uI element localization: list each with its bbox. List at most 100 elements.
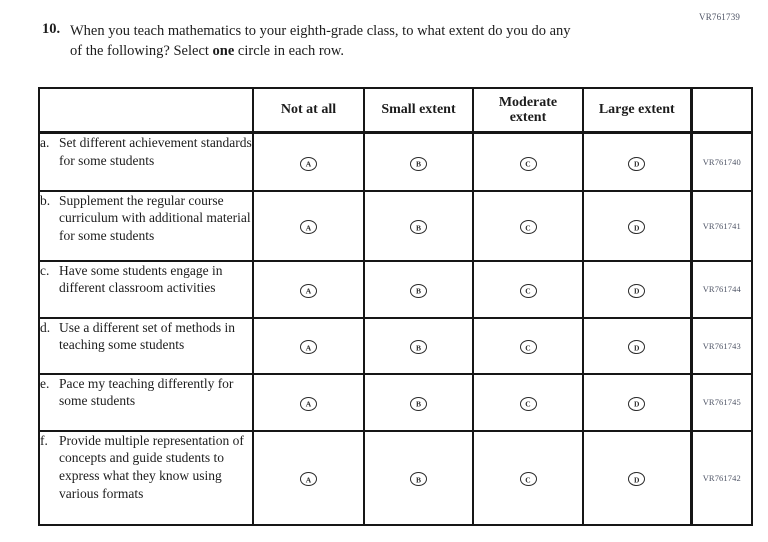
answer-bubble-a-large-extent[interactable]: D bbox=[628, 156, 646, 171]
bubble-letter: A bbox=[305, 475, 312, 484]
table-row-a: a. Set different achievement standards f… bbox=[38, 131, 753, 192]
cell-c-not-at-all: A bbox=[252, 259, 365, 319]
question-number: 10. bbox=[42, 21, 61, 37]
cell-f-moderate-extent: C bbox=[472, 429, 584, 526]
answer-bubble-c-moderate-extent[interactable]: C bbox=[519, 283, 537, 298]
question-block: 10. When you teach mathematics to your e… bbox=[42, 21, 732, 62]
row-label: f. Provide multiple representation of co… bbox=[38, 429, 254, 526]
question-line-2-pre: of the following? Select bbox=[70, 43, 213, 60]
bubble-letter: B bbox=[415, 343, 421, 352]
cell-a-not-at-all: A bbox=[252, 131, 365, 192]
cell-c-small-extent: B bbox=[363, 259, 474, 319]
cell-e-large-extent: D bbox=[582, 372, 692, 432]
row-text: Supplement the regular course curriculum… bbox=[59, 192, 251, 244]
cell-e-small-extent: B bbox=[363, 372, 474, 432]
row-label: c. Have some students engage in differen… bbox=[38, 259, 254, 319]
answer-bubble-e-not-at-all[interactable]: A bbox=[300, 396, 317, 411]
bubble-letter: D bbox=[634, 399, 640, 409]
row-code: VR761742 bbox=[689, 429, 753, 526]
cell-d-moderate-extent: C bbox=[472, 316, 584, 375]
question-line-2-post: circle in each row. bbox=[234, 43, 345, 60]
row-text: Provide multiple representation of conce… bbox=[59, 432, 244, 501]
bubble-letter: B bbox=[415, 475, 421, 484]
answer-bubble-e-large-extent[interactable]: D bbox=[628, 396, 646, 411]
answer-bubble-d-moderate-extent[interactable]: C bbox=[519, 340, 537, 355]
bubble-letter: A bbox=[305, 159, 312, 169]
cell-b-moderate-extent: C bbox=[472, 189, 584, 262]
answer-bubble-c-not-at-all[interactable]: A bbox=[300, 283, 317, 298]
table-row-c: c. Have some students engage in differen… bbox=[38, 259, 753, 319]
bubble-letter: A bbox=[305, 223, 312, 232]
answer-bubble-d-large-extent[interactable]: D bbox=[628, 340, 646, 355]
cell-b-not-at-all: A bbox=[252, 189, 365, 262]
bubble-letter: C bbox=[525, 475, 531, 484]
header-code-blank bbox=[689, 87, 753, 134]
cell-e-not-at-all: A bbox=[252, 372, 365, 432]
bubble-letter: D bbox=[634, 343, 640, 352]
column-header-not-at-all: Not at all bbox=[252, 87, 365, 134]
row-label: b. Supplement the regular course curricu… bbox=[38, 189, 254, 262]
bubble-letter: C bbox=[525, 343, 531, 352]
answer-bubble-b-large-extent[interactable]: D bbox=[628, 220, 646, 235]
answer-bubble-b-moderate-extent[interactable]: C bbox=[519, 220, 537, 235]
cell-b-small-extent: B bbox=[363, 189, 474, 262]
bubble-letter: B bbox=[415, 399, 421, 409]
bubble-letter: D bbox=[634, 159, 640, 169]
row-letter: e. bbox=[40, 375, 50, 391]
row-label: a. Set different achievement standards f… bbox=[38, 131, 254, 192]
cell-d-not-at-all: A bbox=[252, 316, 365, 375]
row-letter: d. bbox=[40, 319, 51, 335]
row-text: Use a different set of methods in teachi… bbox=[59, 319, 235, 353]
table-row-e: e. Pace my teaching differently for some… bbox=[38, 372, 753, 432]
row-letter: a. bbox=[40, 135, 50, 150]
bubble-letter: D bbox=[634, 286, 640, 296]
answer-bubble-b-small-extent[interactable]: B bbox=[410, 220, 427, 235]
row-label: d. Use a different set of methods in tea… bbox=[38, 316, 254, 375]
answer-bubble-d-small-extent[interactable]: B bbox=[410, 340, 427, 355]
row-letter: b. bbox=[40, 192, 51, 208]
response-matrix-table: Not at all Small extent Moderate extent … bbox=[38, 87, 753, 526]
cell-c-large-extent: D bbox=[582, 259, 692, 319]
row-text: Set different achievement standards for … bbox=[59, 135, 252, 168]
answer-bubble-f-not-at-all[interactable]: A bbox=[300, 472, 317, 487]
answer-bubble-e-moderate-extent[interactable]: C bbox=[519, 396, 537, 411]
cell-f-small-extent: B bbox=[363, 429, 474, 526]
cell-a-small-extent: B bbox=[363, 131, 474, 192]
row-code: VR761744 bbox=[689, 259, 753, 319]
column-header-large-extent: Large extent bbox=[582, 87, 692, 134]
bubble-letter: C bbox=[525, 286, 531, 296]
bubble-letter: C bbox=[525, 399, 531, 409]
bubble-letter: D bbox=[634, 475, 640, 484]
answer-bubble-a-not-at-all[interactable]: A bbox=[300, 156, 317, 171]
header-row: Not at all Small extent Moderate extent … bbox=[38, 87, 753, 134]
bubble-letter: D bbox=[634, 223, 640, 232]
cell-f-not-at-all: A bbox=[252, 429, 365, 526]
cell-d-large-extent: D bbox=[582, 316, 692, 375]
bubble-letter: A bbox=[305, 399, 312, 409]
cell-a-moderate-extent: C bbox=[472, 131, 584, 192]
answer-bubble-c-small-extent[interactable]: B bbox=[410, 283, 427, 298]
answer-bubble-a-moderate-extent[interactable]: C bbox=[519, 156, 537, 171]
answer-bubble-f-small-extent[interactable]: B bbox=[410, 472, 427, 487]
column-header-small-extent: Small extent bbox=[363, 87, 474, 134]
answer-bubble-a-small-extent[interactable]: B bbox=[410, 156, 427, 171]
question-text: When you teach mathematics to your eight… bbox=[70, 21, 571, 62]
bubble-letter: C bbox=[525, 159, 531, 169]
answer-bubble-c-large-extent[interactable]: D bbox=[628, 283, 646, 298]
row-code: VR761743 bbox=[689, 316, 753, 375]
bubble-letter: A bbox=[305, 286, 312, 296]
header-item-blank bbox=[38, 87, 254, 134]
table-row-b: b. Supplement the regular course curricu… bbox=[38, 189, 753, 262]
answer-bubble-d-not-at-all[interactable]: A bbox=[300, 340, 317, 355]
row-text: Pace my teaching differently for some st… bbox=[59, 375, 234, 409]
answer-bubble-f-large-extent[interactable]: D bbox=[628, 472, 646, 487]
row-letter: c. bbox=[40, 262, 50, 278]
answer-bubble-e-small-extent[interactable]: B bbox=[410, 396, 427, 411]
bubble-letter: B bbox=[415, 223, 421, 232]
answer-bubble-f-moderate-extent[interactable]: C bbox=[519, 472, 537, 487]
row-label: e. Pace my teaching differently for some… bbox=[38, 372, 254, 432]
bubble-letter: B bbox=[415, 159, 421, 169]
answer-bubble-b-not-at-all[interactable]: A bbox=[300, 220, 317, 235]
row-code: VR761740 bbox=[689, 131, 753, 192]
